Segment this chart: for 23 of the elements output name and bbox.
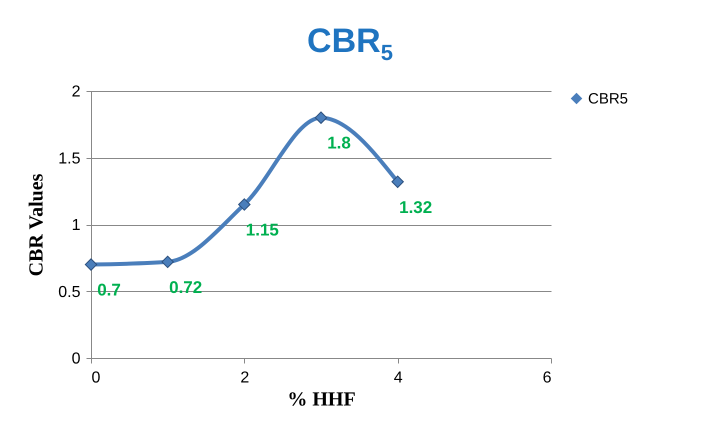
point [84,258,98,271]
point [391,176,404,188]
y-axis-title: CBR Values [25,173,48,276]
y-tick-label: 1.5 [58,150,81,168]
x-axis-title: % HHF [287,388,356,410]
x-tick-label: 4 [394,370,403,386]
y-tick-label: 2 [72,84,81,100]
y-tick-label: 1 [72,217,81,234]
x-tick-label: 0 [92,370,100,386]
legend-label: CBR5 [588,90,628,108]
y-tick-label: 0.5 [58,284,81,301]
chart-title: CBR$_{5}$ [306,22,394,66]
point [238,198,251,211]
data-label: 1.15 [246,220,279,240]
data-label: 0.72 [169,278,202,297]
x-tick-label: 6 [542,370,552,386]
point [161,256,174,268]
y-tick-label: 0 [72,350,81,368]
data-label: 0.7 [97,280,121,300]
point [314,112,328,124]
x-tick-label: 2 [240,370,250,386]
data-label: 1.32 [399,198,432,217]
data-label: 1.8 [327,134,351,153]
